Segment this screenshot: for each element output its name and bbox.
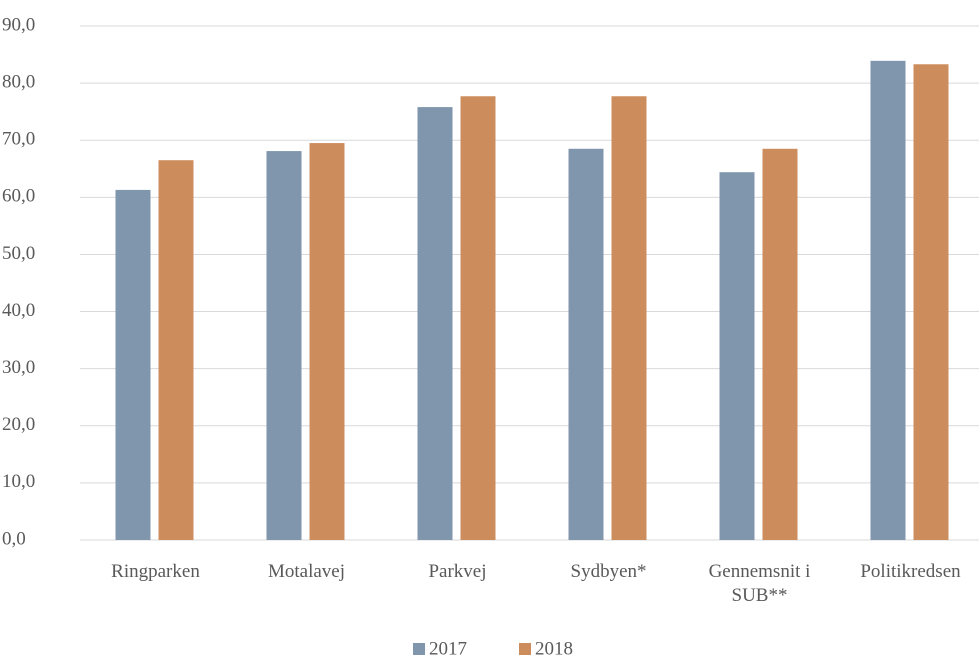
y-tick-label: 40,0 <box>2 300 35 321</box>
bar <box>115 189 151 541</box>
bar <box>158 160 194 540</box>
x-tick-label: Motalavej <box>267 561 346 582</box>
x-tick-label: Gennemsnit i SUB** <box>708 561 811 606</box>
y-tick-label: 10,0 <box>2 471 35 492</box>
y-tick-label: 50,0 <box>2 243 35 264</box>
y-tick-label: 20,0 <box>2 414 35 435</box>
y-tick-label: 80,0 <box>2 71 35 92</box>
bar <box>913 64 949 541</box>
bar <box>870 60 906 541</box>
y-tick-label: 30,0 <box>2 357 35 378</box>
x-tick-label: Politikredsen <box>860 561 961 582</box>
y-tick-label: 60,0 <box>2 186 35 207</box>
legend-swatch <box>519 643 531 655</box>
y-tick-label: 90,0 <box>2 14 35 35</box>
legend-swatch <box>413 643 425 655</box>
x-tick-label: Sydbyen* <box>570 561 647 582</box>
legend-label: 2018 <box>535 638 573 658</box>
legend-label: 2017 <box>429 638 467 658</box>
bar <box>719 172 755 540</box>
bar <box>611 96 647 540</box>
bar <box>762 148 798 541</box>
bar <box>309 143 345 541</box>
bar <box>568 148 604 541</box>
x-tick-label: Ringparken <box>111 561 200 582</box>
bar <box>460 96 496 540</box>
y-tick-label: 70,0 <box>2 129 35 150</box>
bar <box>266 151 302 540</box>
x-tick-label: Parkvej <box>428 561 487 582</box>
y-tick-label: 0,0 <box>2 528 26 549</box>
bar <box>417 107 453 540</box>
